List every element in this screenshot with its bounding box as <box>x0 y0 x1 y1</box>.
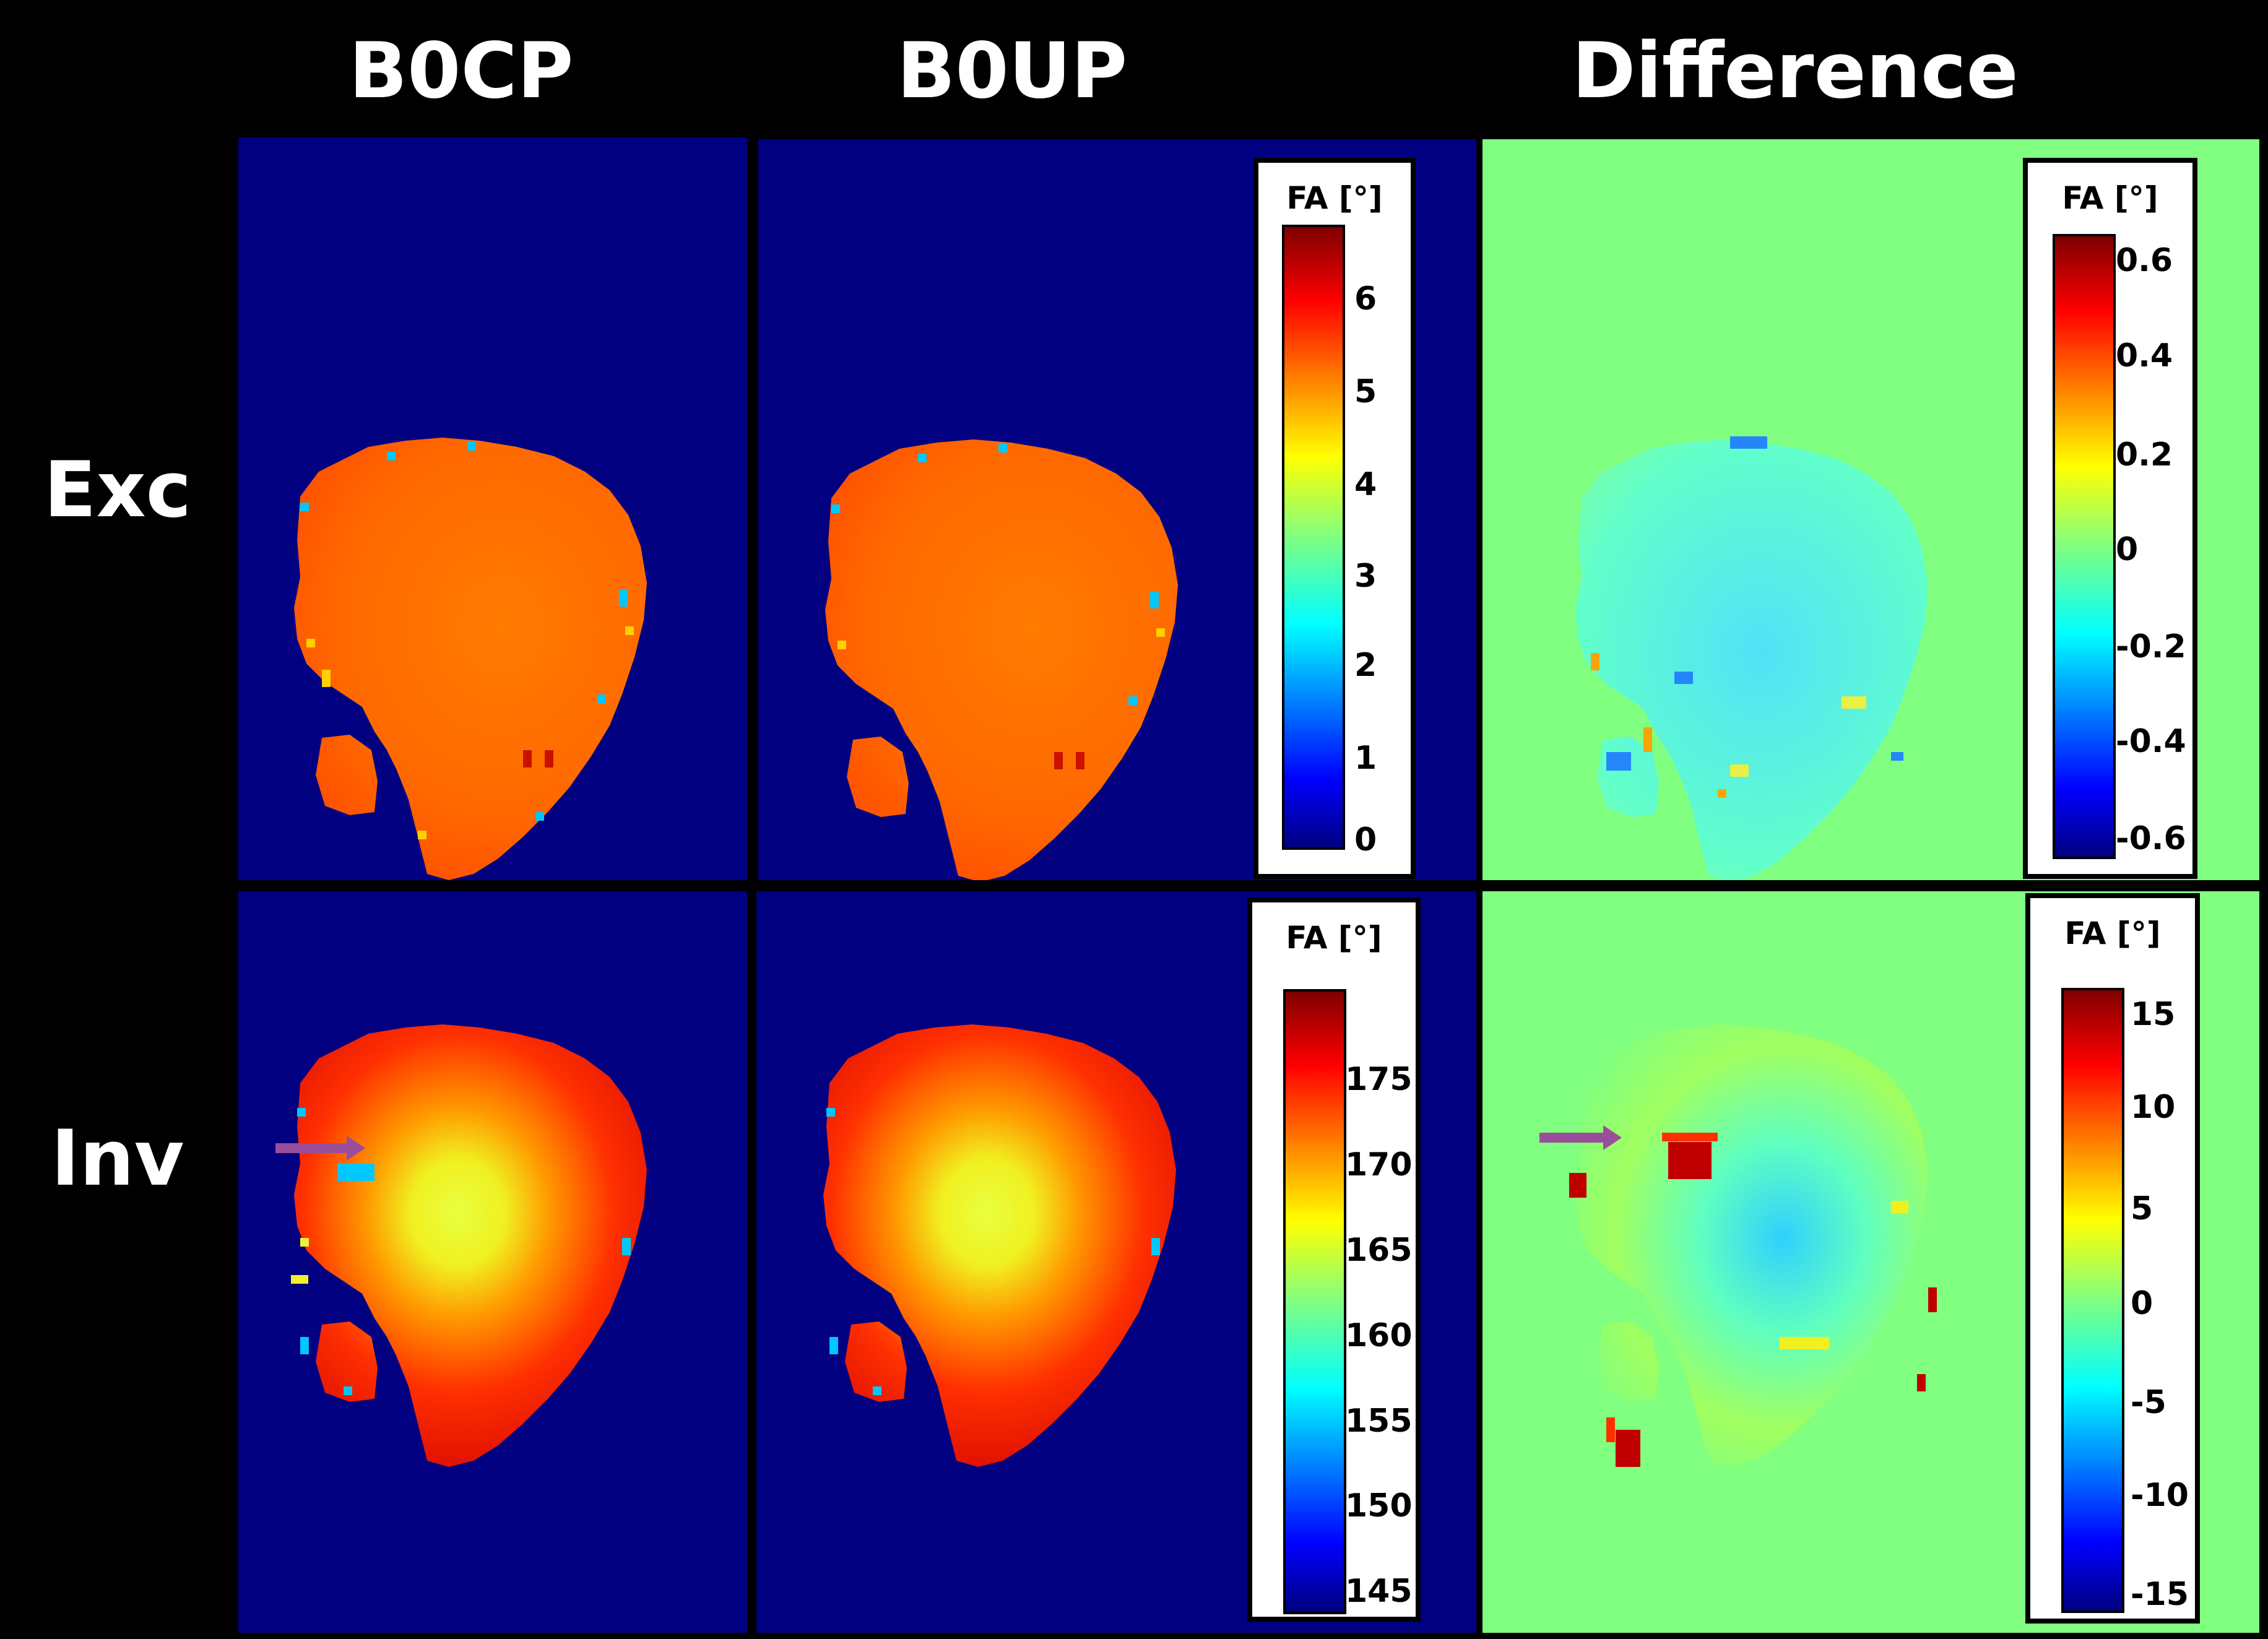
colorbar-tick: 150 <box>1345 1487 1413 1524</box>
panel-inv-b0cp <box>238 891 747 1633</box>
colorbar-inv-fa: FA [°] 175 170 165 160 155 150 145 <box>1247 897 1421 1622</box>
colorbar-tick: 5 <box>2131 1190 2153 1227</box>
colorbar-inv-diff: FA [°] 15 10 5 0 -5 -10 -15 <box>2025 893 2200 1624</box>
colorbar-title: FA [°] <box>2064 915 2161 951</box>
row-title-exc: Exc <box>43 446 192 535</box>
column-title-b0cp: B0CP <box>348 27 574 116</box>
colorbar-tick: 6 <box>1354 280 1377 318</box>
colorbar-title: FA [°] <box>2062 180 2158 216</box>
colorbar-tick: 155 <box>1345 1403 1413 1440</box>
colorbar-tick: -0.2 <box>2116 628 2186 665</box>
colorbar-title: FA [°] <box>1286 180 1383 216</box>
colorbar-gradient <box>1283 989 1346 1614</box>
colorbar-tick: 0.4 <box>2116 337 2173 374</box>
colorbar-gradient <box>2061 988 2124 1613</box>
row-title-inv: Inv <box>51 1114 184 1203</box>
colorbar-tick: -0.4 <box>2116 723 2186 760</box>
colorbar-tick: 0 <box>2116 531 2139 568</box>
column-title-b0up: B0UP <box>896 27 1128 116</box>
colorbar-tick: 160 <box>1345 1317 1413 1354</box>
colorbar-tick: 165 <box>1345 1232 1413 1269</box>
colorbar-tick: 3 <box>1354 558 1377 595</box>
colorbar-exc-diff: FA [°] 0.6 0.4 0.2 0 -0.2 -0.4 -0.6 <box>2023 158 2197 879</box>
colorbar-tick: -10 <box>2131 1477 2189 1514</box>
colorbar-tick: 2 <box>1354 647 1377 684</box>
panel-exc-b0cp <box>238 137 747 880</box>
colorbar-tick: 10 <box>2131 1089 2176 1126</box>
colorbar-gradient <box>1282 225 1345 850</box>
colorbar-tick: 1 <box>1354 740 1377 777</box>
colorbar-tick: -5 <box>2131 1384 2166 1421</box>
colorbar-tick: 4 <box>1354 466 1377 503</box>
colorbar-gradient <box>2053 234 2116 859</box>
colorbar-tick: 0 <box>1354 821 1377 858</box>
colorbar-tick: 0 <box>2131 1285 2153 1322</box>
colorbar-tick: 5 <box>1354 373 1377 410</box>
column-title-difference: Difference <box>1572 27 2019 116</box>
colorbar-tick: -0.6 <box>2116 820 2186 857</box>
colorbar-tick: 15 <box>2131 996 2176 1033</box>
annotation-arrow <box>275 1136 365 1161</box>
colorbar-tick: 0.2 <box>2116 436 2173 474</box>
colorbar-tick: 175 <box>1345 1061 1413 1098</box>
annotation-arrow <box>1539 1125 1622 1150</box>
colorbar-tick: 0.6 <box>2116 242 2173 279</box>
colorbar-exc-fa: FA [°] 6 5 4 3 2 1 0 <box>1253 158 1416 879</box>
colorbar-tick: 170 <box>1345 1146 1413 1183</box>
colorbar-tick: 145 <box>1345 1573 1413 1610</box>
colorbar-title: FA [°] <box>1286 920 1382 956</box>
colorbar-tick: -15 <box>2131 1576 2189 1613</box>
